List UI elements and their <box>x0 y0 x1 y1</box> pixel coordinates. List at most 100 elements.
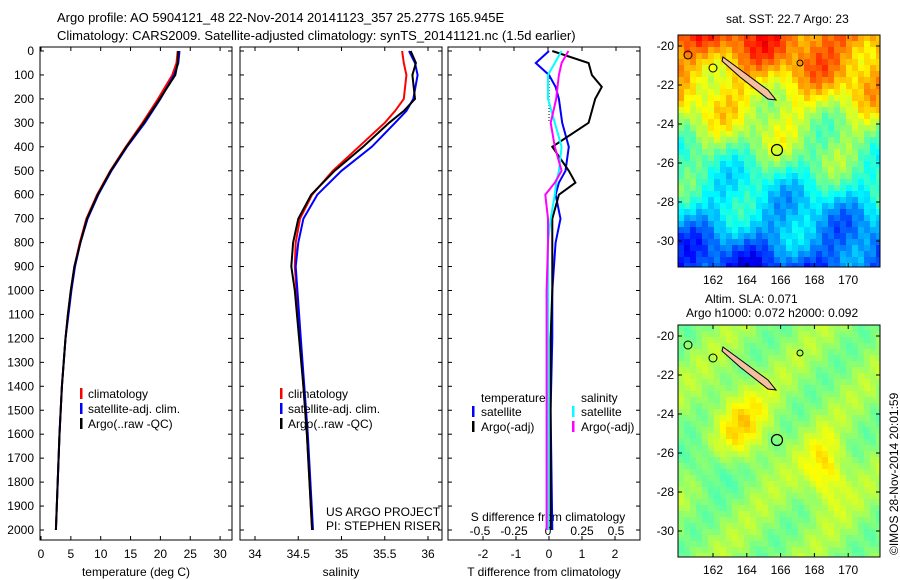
map-cell <box>774 131 780 137</box>
map-cell <box>714 185 720 191</box>
map-cell <box>816 131 822 137</box>
map-cell <box>786 263 792 267</box>
lat-tick-label: -22 <box>657 78 675 92</box>
map-cell <box>774 59 780 65</box>
map-cell <box>690 457 696 463</box>
map-cell <box>678 65 684 71</box>
map-cell <box>804 457 810 463</box>
map-cell <box>822 263 828 267</box>
map-cell <box>732 493 738 499</box>
map-cell <box>774 331 780 337</box>
map-cell <box>846 95 852 101</box>
map-cell <box>810 337 816 343</box>
map-cell <box>792 209 798 215</box>
map-cell <box>810 95 816 101</box>
map-cell <box>858 65 864 71</box>
map-cell <box>756 457 762 463</box>
map-cell <box>696 439 702 445</box>
map-cell <box>846 451 852 457</box>
map-cell <box>708 179 714 185</box>
map-cell <box>810 167 816 173</box>
map-cell <box>774 161 780 167</box>
map-cell <box>738 553 744 557</box>
map-cell <box>696 331 702 337</box>
map-cell <box>852 173 858 179</box>
map-cell <box>744 403 750 409</box>
map-cell <box>684 451 690 457</box>
map-cell <box>708 251 714 257</box>
map-cell <box>786 391 792 397</box>
map-cell <box>858 343 864 349</box>
legend-swatch <box>80 418 83 429</box>
map-cell <box>774 541 780 547</box>
map-cell <box>756 343 762 349</box>
map-cell <box>792 499 798 505</box>
map-cell <box>768 355 774 361</box>
map-cell <box>852 517 858 523</box>
map-cell <box>876 439 880 445</box>
map-cell <box>768 149 774 155</box>
map-cell <box>804 113 810 119</box>
map-cell <box>828 349 834 355</box>
map-cell <box>828 511 834 517</box>
map-cell <box>798 53 804 59</box>
map-cell <box>798 65 804 71</box>
map-cell <box>840 487 846 493</box>
map-cell <box>732 433 738 439</box>
map-cell <box>744 137 750 143</box>
map-cell <box>816 427 822 433</box>
map-cell <box>864 239 870 245</box>
map-cell <box>768 409 774 415</box>
lat-tick-label: -20 <box>657 329 675 343</box>
x-tick-label: 0 <box>38 547 45 561</box>
map-cell <box>738 427 744 433</box>
map-cell <box>762 421 768 427</box>
map-cell <box>876 107 880 113</box>
map-cell <box>864 95 870 101</box>
map-cell <box>834 239 840 245</box>
map-cell <box>768 361 774 367</box>
map-cell <box>810 239 816 245</box>
map-cell <box>714 499 720 505</box>
map-cell <box>762 41 768 47</box>
map-cell <box>846 185 852 191</box>
map-cell <box>864 463 870 469</box>
map-cell <box>768 541 774 547</box>
map-cell <box>786 131 792 137</box>
map-cell <box>864 541 870 547</box>
map-cell <box>870 113 876 119</box>
map-cell <box>756 409 762 415</box>
map-cell <box>780 415 786 421</box>
map-cell <box>678 119 684 125</box>
map-cell <box>828 445 834 451</box>
map-cell <box>720 421 726 427</box>
map-cell <box>696 469 702 475</box>
map-cell <box>786 143 792 149</box>
map-cell <box>678 41 684 47</box>
map-cell <box>756 35 762 41</box>
map-cell <box>678 439 684 445</box>
map-cell <box>840 101 846 107</box>
map-cell <box>792 535 798 541</box>
map-cell <box>684 445 690 451</box>
map-cell <box>762 397 768 403</box>
legend-label: satellite-adj. clim. <box>88 402 180 416</box>
map-cell <box>750 209 756 215</box>
map-cell <box>756 167 762 173</box>
map-cell <box>738 517 744 523</box>
map-cell <box>744 343 750 349</box>
map-cell <box>696 511 702 517</box>
map-cell <box>840 367 846 373</box>
map-cell <box>840 197 846 203</box>
map-cell <box>684 481 690 487</box>
map-cell <box>756 227 762 233</box>
map-cell <box>822 553 828 557</box>
map-cell <box>816 215 822 221</box>
map-cell <box>726 439 732 445</box>
x-tick-label: 34.5 <box>287 547 311 561</box>
map-cell <box>864 221 870 227</box>
map-cell <box>732 397 738 403</box>
map-cell <box>696 47 702 53</box>
map-cell <box>750 65 756 71</box>
